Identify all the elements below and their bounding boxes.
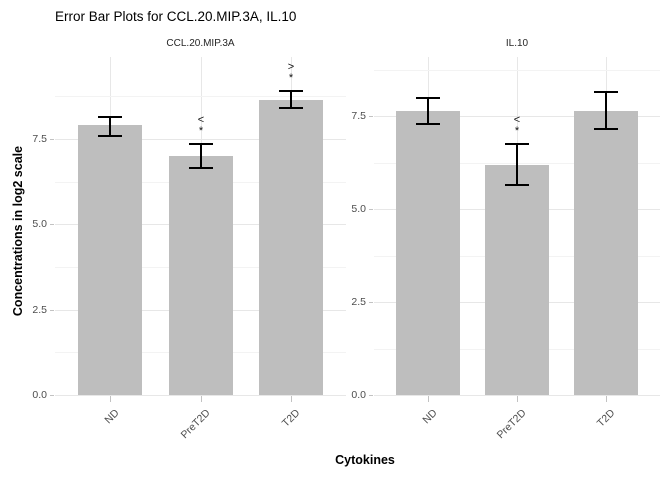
y-tick-label: 0.0 <box>351 389 366 401</box>
error-bar-cap-bottom <box>594 128 618 130</box>
error-bar-line <box>605 92 607 129</box>
error-bar-cap-top <box>594 91 618 93</box>
x-axis-title: Cytokines <box>335 453 395 467</box>
chart-title: Error Bar Plots for CCL.20.MIP.3A, IL.10 <box>55 9 297 24</box>
y-tick-mark <box>50 139 54 140</box>
y-tick-label: 5.0 <box>351 203 366 215</box>
x-tick-mark <box>110 396 111 402</box>
error-bar-cap-top <box>279 90 303 92</box>
error-bar-cap-bottom <box>279 107 303 109</box>
y-tick-mark <box>369 302 373 303</box>
error-bar-cap-top <box>189 143 213 145</box>
significance-annotation: < * <box>513 114 521 137</box>
error-bar-line <box>427 98 429 124</box>
y-tick-mark <box>50 224 54 225</box>
error-bar-line <box>200 144 202 168</box>
error-bar-cap-top <box>416 97 440 99</box>
y-tick-label: 7.5 <box>351 110 366 122</box>
x-tick-mark <box>606 396 607 402</box>
error-bar-cap-top <box>505 143 529 145</box>
y-tick-label: 2.5 <box>32 304 47 316</box>
error-bar-cap-bottom <box>98 135 122 137</box>
bar <box>78 125 142 395</box>
y-tick-label: 5.0 <box>32 218 47 230</box>
error-bar-cap-bottom <box>189 167 213 169</box>
x-tick-label: PreT2D <box>178 407 213 442</box>
x-tick-mark <box>428 396 429 402</box>
x-tick-label: T2D <box>594 407 618 430</box>
x-tick-label: T2D <box>279 407 303 430</box>
gridline-major-horizontal <box>55 139 346 140</box>
gridline-minor-horizontal <box>374 70 660 71</box>
y-tick-label: 7.5 <box>32 133 47 145</box>
bar <box>574 111 638 395</box>
y-tick-mark <box>369 209 373 210</box>
error-bar-cap-bottom <box>505 184 529 186</box>
facet-strip-label: CCL.20.MIP.3A <box>166 38 235 49</box>
x-tick-mark <box>291 396 292 402</box>
y-tick-label: 2.5 <box>351 296 366 308</box>
y-tick-mark <box>50 310 54 311</box>
bar <box>259 100 323 395</box>
bar <box>169 156 233 395</box>
y-tick-mark <box>50 395 54 396</box>
error-bar-cap-top <box>98 116 122 118</box>
y-tick-mark <box>369 395 373 396</box>
gridline-minor-horizontal <box>55 96 346 97</box>
gridline-major-horizontal <box>374 395 660 396</box>
y-tick-mark <box>369 116 373 117</box>
error-bar-line <box>290 91 292 108</box>
error-bar-cap-bottom <box>416 123 440 125</box>
facet-strip-label: IL.10 <box>505 38 529 49</box>
x-tick-label: PreT2D <box>494 407 529 442</box>
gridline-major-horizontal <box>374 116 660 117</box>
x-tick-mark <box>517 396 518 402</box>
error-bar-line <box>109 117 111 136</box>
y-tick-label: 0.0 <box>32 389 47 401</box>
significance-annotation: < * <box>197 114 205 137</box>
gridline-major-horizontal <box>55 395 346 396</box>
x-tick-label: ND <box>102 407 122 427</box>
bar <box>396 111 460 395</box>
x-tick-label: ND <box>420 407 440 427</box>
error-bar-line <box>516 144 518 185</box>
bar <box>485 165 549 395</box>
x-tick-mark <box>201 396 202 402</box>
significance-annotation: > * <box>287 61 295 84</box>
